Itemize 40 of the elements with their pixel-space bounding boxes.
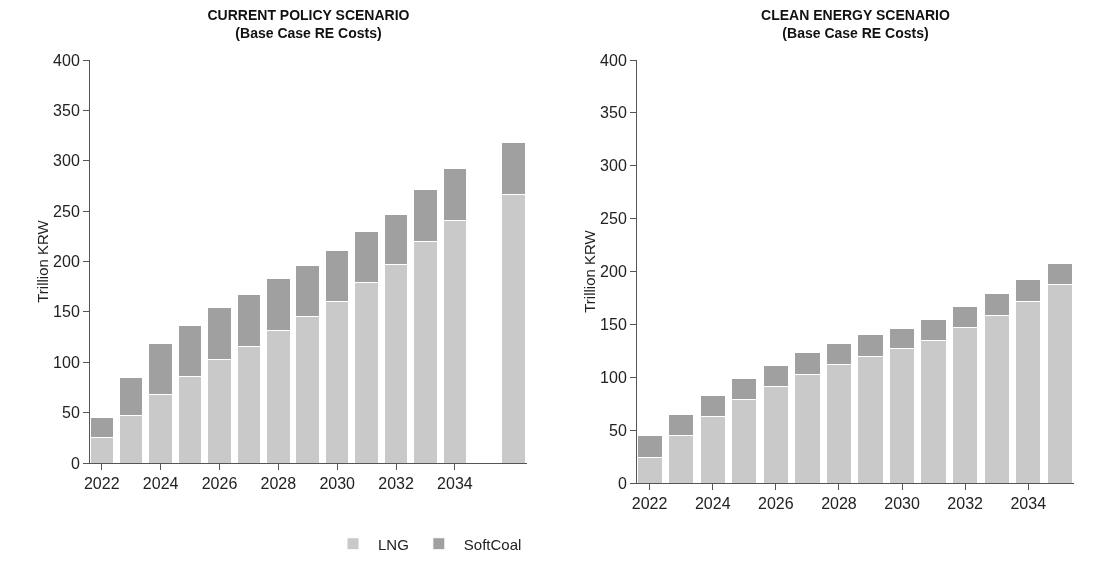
y-tick-label: 250 [53, 202, 80, 220]
chart-subtitle: (Base Case RE Costs) [782, 25, 929, 42]
legend-label: LNG [378, 535, 409, 553]
x-tick-label: 2022 [631, 495, 668, 513]
x-tick-label: 2024 [694, 495, 731, 513]
x-tick-label: 2024 [142, 475, 179, 493]
x-tick-label: 2034 [1010, 495, 1047, 513]
x-tick-label: 2026 [758, 495, 794, 513]
x-tick-label: 2026 [201, 475, 238, 493]
x-tick-label: 2030 [319, 475, 356, 493]
x-tick-label: 2032 [378, 475, 414, 493]
y-tick-label: 100 [53, 353, 80, 371]
chart-subtitle: (Base Case RE Costs) [235, 25, 382, 42]
y-tick-label: 350 [600, 104, 627, 122]
y-tick-label: 300 [53, 152, 80, 170]
y-tick-label: 400 [53, 51, 80, 69]
x-tick-label: 2028 [260, 475, 297, 493]
y-tick-label: 400 [600, 51, 627, 69]
y-tick-label: 150 [53, 303, 80, 321]
legend-label: SoftCoal [463, 535, 522, 553]
y-tick-label: 50 [609, 421, 627, 439]
y-tick-label: 200 [600, 263, 627, 281]
chart-title: CURRENT POLICY SCENARIO [207, 7, 410, 24]
x-tick-label: 2022 [83, 475, 120, 493]
y-axis-title: Trillion KRW [581, 229, 599, 313]
x-tick-label: 2028 [821, 495, 857, 513]
y-tick-label: 300 [600, 157, 627, 175]
x-tick-label: 2032 [947, 495, 984, 513]
y-tick-label: 200 [53, 253, 80, 271]
y-tick-label: 0 [70, 454, 80, 472]
y-tick-label: 0 [617, 474, 627, 492]
y-axis-title: Trillion KRW [34, 219, 52, 303]
y-tick-label: 100 [600, 368, 627, 386]
x-tick-label: 2034 [437, 475, 473, 493]
y-tick-label: 150 [600, 315, 627, 333]
x-tick-label: 2030 [884, 495, 920, 513]
y-tick-label: 350 [53, 101, 80, 119]
y-tick-label: 250 [600, 210, 627, 228]
chart-title: CLEAN ENERGY SCENARIO [761, 7, 950, 24]
y-tick-label: 50 [62, 404, 80, 422]
